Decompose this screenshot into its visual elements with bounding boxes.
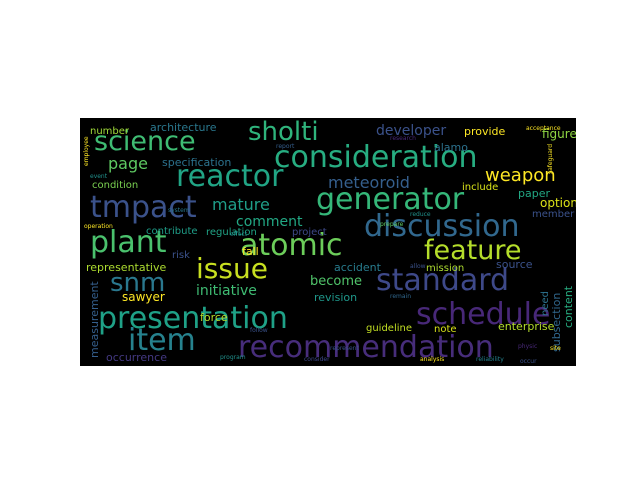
word-note: note xyxy=(434,324,457,335)
word-atomic: atomic xyxy=(240,228,343,263)
word-allow: allow xyxy=(410,263,426,270)
word-contribute: contribute xyxy=(146,226,198,237)
word-remain: remain xyxy=(390,293,411,300)
word-cloud: sholti science consideration reactor generat… xyxy=(80,118,576,366)
word-analysis: analysis xyxy=(420,356,444,363)
word-mature: mature xyxy=(212,195,270,214)
word-effect: effect xyxy=(230,231,248,238)
word-force: force xyxy=(200,311,228,324)
word-representative: representative xyxy=(86,261,166,274)
word-report: report xyxy=(276,143,295,150)
word-sawyer: sawyer xyxy=(122,290,165,304)
word-mission: mission xyxy=(426,263,464,274)
word-need: need xyxy=(540,291,551,316)
word-specification: specification xyxy=(162,156,231,169)
word-feature: feature xyxy=(424,235,521,266)
word-system: system xyxy=(168,207,190,214)
word-weapon: weapon xyxy=(485,165,556,186)
word-prepare: prepare xyxy=(380,221,404,228)
word-paper: paper xyxy=(518,187,550,200)
word-initiative: initiative xyxy=(196,283,257,299)
word-consider: consider xyxy=(304,356,330,363)
word-project: project xyxy=(292,227,327,238)
word-alamo: alamo xyxy=(434,141,468,154)
word-accident: accident xyxy=(334,261,382,274)
word-generator: generator xyxy=(316,182,465,217)
word-recommendation: recommendation xyxy=(238,330,494,365)
word-option: option xyxy=(540,196,576,210)
word-safeguard: safeguard xyxy=(547,144,554,174)
word-schedule: schedule xyxy=(416,297,550,332)
word-presentation: presentation xyxy=(98,301,288,336)
word-consideration: consideration xyxy=(274,140,478,175)
word-snm: snm xyxy=(110,268,165,298)
word-reduce: reduce xyxy=(410,211,431,218)
word-reliability: reliability xyxy=(476,356,504,363)
word-fall: fall xyxy=(242,245,259,258)
word-include: include xyxy=(462,182,498,193)
word-subsection: subsection xyxy=(550,293,563,352)
word-condition: condition xyxy=(92,180,138,191)
word-occurrence: occurrence xyxy=(106,351,167,364)
word-science: science xyxy=(94,126,196,157)
word-meteoroid: meteoroid xyxy=(328,173,410,192)
word-item: item xyxy=(128,323,196,358)
word-measurement: measurement xyxy=(88,281,101,358)
word-represent: represent xyxy=(330,345,359,352)
word-sholti: sholti xyxy=(248,118,319,147)
word-physic: physic xyxy=(518,343,537,350)
word-member: member xyxy=(532,209,575,220)
word-operation: operation xyxy=(84,223,113,230)
word-program: program xyxy=(220,354,246,361)
word-standard: standard xyxy=(376,263,509,298)
word-content: content xyxy=(562,285,575,328)
word-occur: occur xyxy=(520,358,537,365)
word-issue: issue xyxy=(196,252,268,285)
word-page: page xyxy=(108,154,148,173)
word-provide: provide xyxy=(464,125,506,138)
word-cloud-background xyxy=(80,118,576,366)
word-become: become xyxy=(310,274,362,289)
word-reactor: reactor xyxy=(176,159,284,194)
word-comment: comment xyxy=(236,214,303,230)
word-site: site xyxy=(550,345,561,352)
word-regulation: regulation xyxy=(206,227,257,238)
word-architecture: architecture xyxy=(150,121,217,134)
word-revision: revision xyxy=(314,291,357,304)
word-plant: plant xyxy=(90,225,167,260)
word-discussion: discussion xyxy=(364,209,519,244)
word-tmpact: tmpact xyxy=(90,190,197,225)
word-enterprise: enterprise xyxy=(498,320,555,333)
word-acceptance: acceptance xyxy=(526,125,561,132)
word-guideline: guideline xyxy=(366,323,412,334)
word-follow: follow xyxy=(250,327,268,334)
word-event: event xyxy=(90,173,108,180)
word-source: source xyxy=(496,258,533,271)
word-number: number xyxy=(90,126,130,137)
word-figure: figure xyxy=(542,127,576,141)
word-developer: developer xyxy=(376,123,446,139)
word-employee: employee xyxy=(83,136,90,166)
word-risk: risk xyxy=(172,250,190,261)
word-research: research xyxy=(390,135,416,142)
